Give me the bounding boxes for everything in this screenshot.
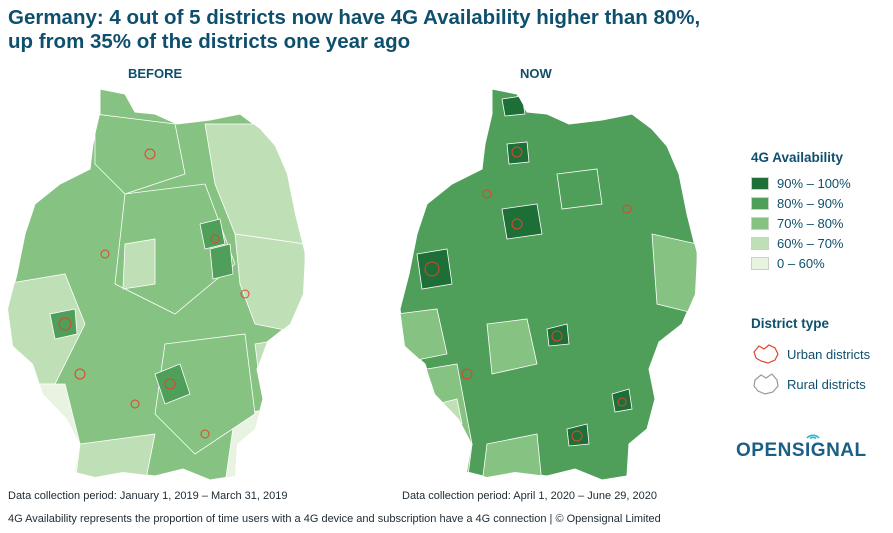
now-urban-6: [617, 397, 627, 407]
rural-district-outline-icon: [753, 373, 779, 395]
now-urban-5: [571, 430, 583, 442]
now-urban-1: [511, 218, 523, 230]
now-region-dark-north: [501, 95, 526, 117]
district-type-legend: District type Urban districts Rural dist…: [751, 316, 891, 399]
legend-item-60-70: 60% – 70%: [751, 233, 891, 253]
legend-swatch: [751, 256, 769, 270]
signal-wave-icon: [806, 434, 820, 440]
now-region-dark-munich: [566, 423, 590, 447]
legend-swatch: [751, 236, 769, 250]
before-region-north: [94, 113, 186, 195]
now-region-dark-regensburg: [611, 388, 633, 413]
now-region-sw-light: [400, 363, 473, 480]
before-region-dark-1: [199, 218, 226, 250]
now-region-dark-hanover: [501, 203, 543, 240]
district-type-label: Rural districts: [787, 376, 866, 392]
legend-item-80-90: 80% – 90%: [751, 193, 891, 213]
now-urban-8: [622, 204, 632, 214]
district-type-title: District type: [751, 316, 830, 331]
chart-title: Germany: 4 out of 5 districts now have 4…: [8, 6, 768, 54]
availability-legend: 4G Availability 90% – 100% 80% – 90% 70%…: [751, 150, 891, 273]
opensignal-logo: OPENSIGNAL: [736, 434, 867, 462]
before-urban-1: [144, 148, 156, 160]
before-urban-2: [210, 234, 220, 244]
now-urban-7: [461, 368, 473, 380]
now-map-label: NOW: [520, 66, 552, 81]
before-region-east: [234, 233, 305, 335]
now-germany-map: [399, 88, 698, 481]
logo-text: OPENSIGNAL: [736, 440, 867, 461]
legend-swatch: [751, 216, 769, 230]
legend-swatch: [751, 196, 769, 210]
now-urban-9: [482, 189, 492, 199]
before-region-west: [8, 273, 86, 385]
before-region-dark-4: [209, 243, 234, 280]
before-urban-8: [130, 399, 140, 409]
now-urban-4: [551, 330, 563, 342]
legend-item-0-60: 0 – 60%: [751, 253, 891, 273]
urban-district-outline-icon: [753, 344, 779, 364]
before-urban-6: [100, 249, 110, 259]
district-type-rural: Rural districts: [751, 369, 891, 399]
before-urban-5: [164, 378, 176, 390]
before-urban-4: [74, 368, 86, 380]
legend-label: 70% – 80%: [777, 215, 844, 231]
legend-label: 60% – 70%: [777, 235, 844, 251]
now-urban-2: [424, 261, 440, 277]
district-type-urban: Urban districts: [751, 339, 891, 369]
legend-title: 4G Availability: [751, 150, 844, 165]
before-region-dark-2: [154, 363, 191, 405]
legend-label: 0 – 60%: [777, 255, 825, 271]
before-urban-9: [200, 429, 210, 439]
before-region-south: [74, 433, 156, 480]
title-line-1: Germany: 4 out of 5 districts now have 4…: [8, 6, 701, 29]
before-collection-period: Data collection period: January 1, 2019 …: [8, 490, 288, 502]
before-germany-map: [7, 88, 306, 481]
district-type-label: Urban districts: [787, 346, 871, 362]
legend-item-70-80: 70% – 80%: [751, 213, 891, 233]
now-region-east-light: [651, 233, 697, 315]
before-region-dark-3: [49, 308, 78, 340]
now-region-center-light: [486, 318, 538, 375]
legend-label: 80% – 90%: [777, 195, 844, 211]
legend-label: 90% – 100%: [777, 175, 851, 191]
before-urban-3: [58, 317, 72, 331]
now-region-dark-nuremberg: [546, 323, 570, 347]
legend-swatch: [751, 176, 769, 190]
now-region-dark-ruhr: [416, 248, 453, 290]
now-map-fill: [399, 88, 698, 481]
footnote: 4G Availability represents the proportio…: [8, 513, 661, 525]
before-region-light-1: [122, 238, 156, 290]
now-region-dark-hamburg: [506, 141, 530, 165]
before-urban-7: [240, 289, 250, 299]
now-urban-3: [511, 146, 523, 158]
now-region-light-small-1: [436, 398, 463, 430]
now-collection-period: Data collection period: April 1, 2020 – …: [402, 490, 658, 502]
title-line-2: up from 35% of the districts one year ag…: [8, 30, 411, 53]
now-region-mid-1: [556, 168, 603, 210]
before-map-label: BEFORE: [128, 66, 183, 81]
now-region-south-light: [481, 433, 543, 480]
legend-item-90-100: 90% – 100%: [751, 173, 891, 193]
before-region-southwest: [8, 383, 81, 480]
